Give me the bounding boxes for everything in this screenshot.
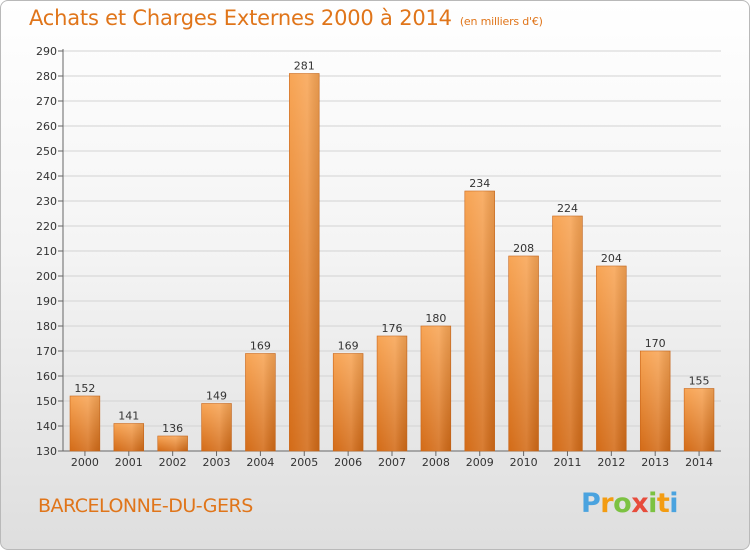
logo-letter: o [613, 488, 632, 519]
logo-letter: P [581, 488, 601, 519]
logo-letter: t [656, 488, 670, 519]
x-tick-label: 2005 [290, 456, 318, 469]
bar-shine [684, 388, 714, 451]
bar-shine [596, 266, 627, 451]
bar-shine [113, 423, 144, 451]
bar-value-label: 204 [601, 252, 622, 265]
x-tick-label: 2014 [685, 456, 713, 469]
y-tick-label: 290 [36, 45, 57, 58]
chart-subtitle: (en milliers d'€) [459, 15, 543, 28]
x-tick-label: 2012 [597, 456, 625, 469]
bar-shine [201, 403, 232, 451]
bar-shine [464, 191, 495, 451]
x-tick-label: 2013 [641, 456, 669, 469]
bar-value-label: 136 [162, 422, 183, 435]
x-tick-label: 2003 [203, 456, 231, 469]
y-tick-label: 240 [36, 170, 57, 183]
proxiti-logo: Proxiti [581, 488, 679, 519]
bar-shine [289, 73, 320, 451]
logo-letter: i [648, 488, 657, 519]
y-tick-label: 260 [36, 120, 57, 133]
bar-value-label: 169 [250, 340, 271, 353]
y-tick-label: 280 [36, 70, 57, 83]
bar-value-label: 152 [74, 382, 95, 395]
bar-shine [157, 436, 188, 451]
y-tick-label: 160 [36, 370, 57, 383]
bar-shine [552, 216, 583, 451]
bar-value-label: 180 [425, 312, 446, 325]
y-tick-label: 170 [36, 345, 57, 358]
x-tick-label: 2001 [115, 456, 143, 469]
bar-value-label: 170 [645, 337, 666, 350]
x-tick-label: 2004 [246, 456, 274, 469]
bar-shine [420, 326, 451, 451]
x-tick-label: 2002 [159, 456, 187, 469]
location-name: BARCELONNE-DU-GERS [38, 495, 253, 517]
y-tick-label: 130 [36, 445, 57, 458]
x-tick-label: 2008 [422, 456, 450, 469]
y-tick-label: 250 [36, 145, 57, 158]
bar-shine [640, 351, 671, 451]
bar-shine [508, 256, 539, 451]
x-tick-label: 2011 [553, 456, 581, 469]
bars [69, 73, 715, 452]
bar-shine [377, 336, 407, 451]
bar-shine [333, 353, 364, 451]
bar-value-label: 155 [689, 375, 710, 388]
bar-shine [70, 396, 100, 451]
y-tick-label: 230 [36, 195, 57, 208]
bar-value-label: 141 [118, 410, 139, 423]
bar-value-label: 169 [338, 340, 359, 353]
y-tick-label: 270 [36, 95, 57, 108]
bar-shine [245, 353, 276, 451]
bar-value-label: 208 [513, 242, 534, 255]
y-tick-label: 220 [36, 220, 57, 233]
x-tick-label: 2000 [71, 456, 99, 469]
x-tick-label: 2009 [466, 456, 494, 469]
y-tick-label: 150 [36, 395, 57, 408]
logo-letter: x [631, 488, 649, 519]
bar-value-label: 149 [206, 390, 227, 403]
logo-letter: r [600, 488, 614, 519]
logo-letter: i [669, 488, 679, 519]
chart-title: Achats et Charges Externes 2000 à 2014 (e… [29, 6, 543, 30]
bar-value-label: 224 [557, 202, 578, 215]
y-tick-label: 210 [36, 245, 57, 258]
x-tick-label: 2006 [334, 456, 362, 469]
x-tick-label: 2010 [510, 456, 538, 469]
labels: 152 2000 141 2001 136 2002 149 2003 169 2004 281 20… [71, 60, 713, 470]
y-tick-label: 140 [36, 420, 57, 433]
bar-value-label: 281 [294, 60, 315, 73]
bar-value-label: 234 [469, 177, 490, 190]
y-tick-label: 190 [36, 295, 57, 308]
y-tick-label: 180 [36, 320, 57, 333]
bar-value-label: 176 [382, 322, 403, 335]
y-tick-label: 200 [36, 270, 57, 283]
x-tick-label: 2007 [378, 456, 406, 469]
